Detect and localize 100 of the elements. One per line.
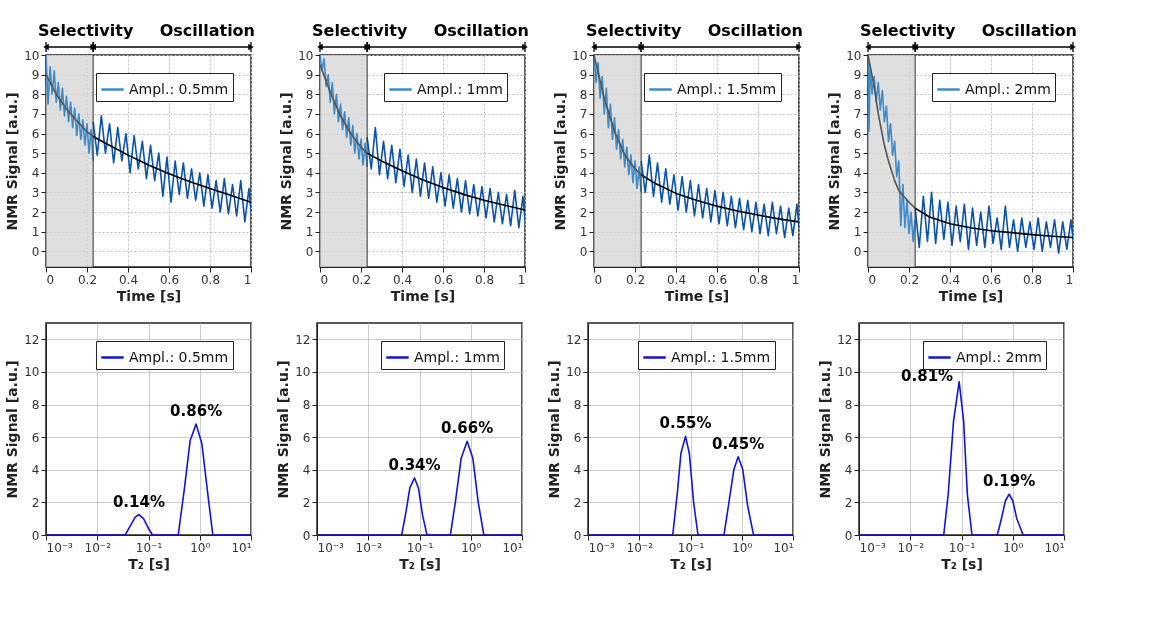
- y-tick-label: 9: [579, 68, 588, 83]
- y-tick-label: 6: [844, 430, 853, 445]
- line-series: [914, 207, 1073, 239]
- y-tick-label: 6: [305, 127, 314, 142]
- y-axis-title: NMR Signal [a.u.]: [546, 360, 563, 499]
- x-axis-title: T₂ [s]: [128, 555, 170, 572]
- y-tick-label: 6: [31, 430, 40, 445]
- y-tick-label: 2: [853, 205, 862, 220]
- x-tick-label: 10⁻²: [84, 540, 112, 555]
- y-tick-label: 0: [305, 244, 314, 259]
- y-tick-label: 10: [572, 48, 588, 63]
- x-tick-label: 0.4: [118, 272, 139, 287]
- x-tick-label: 0.8: [1022, 272, 1043, 287]
- x-tick-label: 0.2: [77, 272, 98, 287]
- y-tick-label: 12: [837, 332, 853, 347]
- y-tick-label: 4: [302, 463, 311, 478]
- x-tick-label: 10¹: [773, 540, 794, 555]
- legend-label: Ampl.: 2mm: [965, 80, 1051, 97]
- line-series: [92, 135, 251, 204]
- y-tick-label: 4: [305, 166, 314, 181]
- x-tick-label: 10⁻²: [626, 540, 654, 555]
- annotation: 0.19%: [983, 472, 1036, 491]
- x-tick-label: 10⁻¹: [406, 540, 434, 555]
- annotation: 0.86%: [170, 402, 223, 421]
- y-tick-label: 0: [31, 528, 40, 543]
- y-tick-label: 2: [573, 495, 582, 510]
- x-tick-label: 10⁰: [461, 540, 482, 555]
- x-tick-label: 10⁻²: [897, 540, 925, 555]
- y-tick-label: 1: [853, 225, 862, 240]
- y-tick-label: 2: [31, 495, 40, 510]
- y-tick-label: 4: [31, 463, 40, 478]
- x-tick-label: 10⁻²: [355, 540, 383, 555]
- x-tick-label: 0.2: [351, 272, 372, 287]
- y-axis-title: NMR Signal [a.u.]: [275, 360, 292, 499]
- y-tick-label: 10: [24, 365, 40, 380]
- y-tick-label: 2: [302, 495, 311, 510]
- y-tick-label: 8: [844, 398, 853, 413]
- x-axis-title: T₂ [s]: [670, 555, 712, 572]
- y-tick-label: 8: [573, 398, 582, 413]
- x-axis-title: Time [s]: [116, 287, 182, 304]
- x-tick-label: 10⁻¹: [135, 540, 163, 555]
- x-tick-label: 10⁻¹: [948, 540, 976, 555]
- legend-label: Ampl.: 1.5mm: [671, 348, 771, 365]
- line-series: [320, 64, 368, 154]
- y-tick-label: 12: [295, 332, 311, 347]
- x-tick-label: 10⁻³: [46, 540, 74, 555]
- annotation: 0.34%: [388, 455, 441, 474]
- annotation: 0.45%: [712, 434, 765, 453]
- y-axis-title: NMR Signal [a.u.]: [278, 92, 295, 231]
- y-tick-label: 0: [31, 244, 40, 259]
- legend-label: Ampl.: 0.5mm: [129, 348, 229, 365]
- x-tick-label: 0.2: [625, 272, 646, 287]
- x-tick-label: 0.8: [474, 272, 495, 287]
- x-tick-label: 0: [320, 272, 329, 287]
- y-tick-label: 0: [844, 528, 853, 543]
- y-axis-title: NMR Signal [a.u.]: [4, 92, 21, 231]
- x-tick-label: 0.8: [748, 272, 769, 287]
- text: Oscillation: [981, 21, 1077, 40]
- y-tick-label: 10: [24, 48, 40, 63]
- x-tick-label: 10¹: [502, 540, 523, 555]
- x-tick-label: 0.6: [159, 272, 180, 287]
- y-tick-label: 5: [853, 146, 862, 161]
- y-tick-label: 7: [579, 107, 588, 122]
- y-tick-label: 10: [295, 365, 311, 380]
- y-tick-label: 6: [853, 127, 862, 142]
- line-series: [320, 55, 368, 168]
- y-tick-label: 4: [579, 166, 588, 181]
- legend-label: Ampl.: 1mm: [414, 348, 500, 365]
- y-tick-label: 4: [573, 463, 582, 478]
- y-tick-label: 12: [24, 332, 40, 347]
- line-series: [46, 55, 94, 162]
- y-tick-label: 6: [573, 430, 582, 445]
- x-tick-label: 10⁰: [732, 540, 753, 555]
- line-series: [914, 191, 1073, 255]
- line-series: [46, 73, 94, 138]
- y-tick-label: 0: [853, 244, 862, 259]
- y-tick-label: 6: [579, 127, 588, 142]
- y-tick-label: 0: [573, 528, 582, 543]
- band-label: Selectivity: [860, 21, 956, 40]
- y-tick-label: 10: [566, 365, 582, 380]
- legend-label: Ampl.: 0.5mm: [129, 80, 229, 97]
- y-tick-label: 7: [305, 107, 314, 122]
- y-tick-label: 3: [305, 185, 314, 200]
- y-axis-title: NMR Signal [a.u.]: [826, 92, 843, 231]
- y-tick-label: 4: [31, 166, 40, 181]
- x-tick-label: 0.6: [981, 272, 1002, 287]
- line-series: [92, 115, 251, 223]
- y-tick-label: 12: [566, 332, 582, 347]
- y-tick-label: 9: [305, 68, 314, 83]
- annotation: 0.66%: [441, 419, 494, 438]
- y-tick-label: 7: [853, 107, 862, 122]
- x-tick-label: 1: [243, 272, 252, 287]
- y-tick-label: 0: [579, 244, 588, 259]
- x-tick-label: 10⁻¹: [677, 540, 705, 555]
- text: Oscillation: [707, 21, 803, 40]
- y-tick-label: 3: [853, 185, 862, 200]
- x-tick-label: 10⁻³: [317, 540, 345, 555]
- band-label: Selectivity: [38, 21, 134, 40]
- x-tick-label: 1: [1065, 272, 1074, 287]
- legend-label: Ampl.: 1.5mm: [677, 80, 777, 97]
